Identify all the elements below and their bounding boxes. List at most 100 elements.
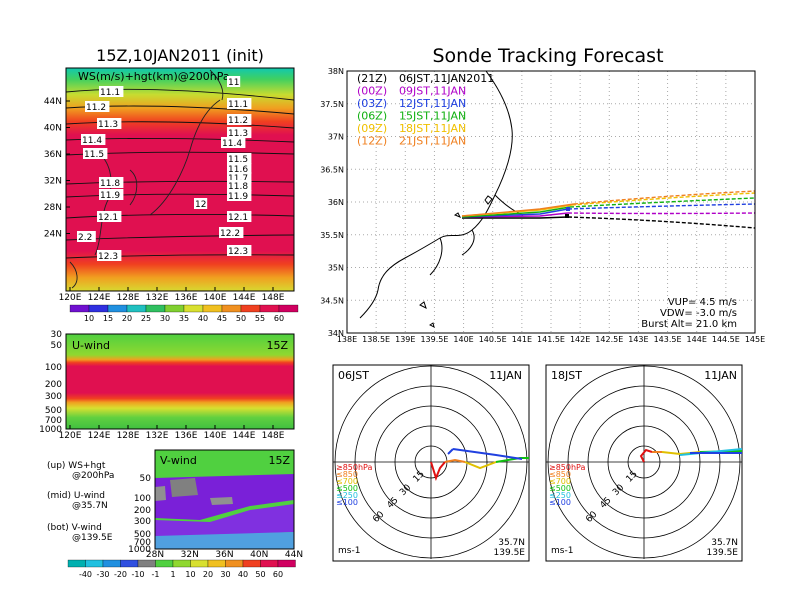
launch-time-legend: (21Z) 06JST,11JAN2011 (00Z) 09JST,11JAN (03Z… bbox=[357, 72, 494, 148]
launch-utc: (21Z) bbox=[357, 72, 387, 85]
ws-colorbar-label: 40 bbox=[198, 314, 208, 323]
mid-y-tick: 50 bbox=[51, 341, 63, 351]
contour-label: 11.8 bbox=[228, 182, 248, 192]
polar-right-unit: ms-1 bbox=[551, 546, 573, 556]
polar-legend-item: ≥850hPa bbox=[336, 463, 373, 472]
v-colorbar-label: 40 bbox=[238, 570, 248, 579]
ws-colorbar-label: 25 bbox=[141, 314, 151, 323]
contour-label: 11.4 bbox=[222, 139, 242, 149]
ws-colorbar-swatch bbox=[278, 304, 299, 313]
contour-label-box bbox=[99, 86, 124, 97]
contour-label-box bbox=[227, 211, 252, 222]
contour-label: 11.6 bbox=[228, 165, 248, 175]
u-wind-label: U-wind bbox=[72, 339, 110, 352]
panel-legend-line: (bot) V-wind bbox=[47, 523, 102, 533]
mid-x-ticks: 120E 124E 128E 132E 136E 140E 144E 148E bbox=[59, 425, 285, 441]
contour-label: 12.3 bbox=[228, 247, 248, 257]
contour-label: 11.2 bbox=[228, 116, 248, 126]
bot-x-ticks: 28N 32N 36N 40N 44N bbox=[146, 550, 303, 560]
v-colorbar-swatch bbox=[67, 559, 86, 568]
contour-label-group: 11.111.211.311.411.511.811.912.12.212.31… bbox=[77, 76, 252, 262]
ws-colorbar-swatch bbox=[240, 304, 261, 313]
contour-label-box bbox=[227, 180, 252, 191]
launch-utc: (03Z) bbox=[357, 97, 387, 110]
ws-colorbar-label: 15 bbox=[103, 314, 113, 323]
mid-x-tick: 128E bbox=[117, 431, 140, 441]
polar-legend-item: ≤700 bbox=[549, 477, 571, 486]
map-y-tick: 35N bbox=[328, 264, 344, 273]
launch-jst: 18JST,11JAN bbox=[399, 122, 466, 135]
v-colorbar-label: -40 bbox=[79, 570, 92, 579]
map-y-tick: 34N bbox=[328, 329, 344, 338]
mid-y-tick: 700 bbox=[45, 416, 62, 426]
v-colorbar-label: -30 bbox=[96, 570, 109, 579]
ws-hgt-label: WS(m/s)+hgt(km)@200hPa bbox=[78, 70, 230, 83]
bot-x-tick: 32N bbox=[181, 550, 199, 560]
ws-colorbar-label: 20 bbox=[122, 314, 132, 323]
polar-left-lon: 139.5E bbox=[494, 548, 526, 558]
panel-legend-line: (up) WS+hgt bbox=[47, 461, 106, 471]
polar-legend-item: ≤850 bbox=[336, 470, 358, 479]
bot-y-tick: 700 bbox=[134, 538, 151, 548]
map-y-tick: 34.5N bbox=[320, 296, 344, 305]
contour-label: 11 bbox=[228, 78, 239, 88]
v-colorbar-label: 1 bbox=[170, 570, 175, 579]
ws-colorbar-swatch bbox=[88, 304, 109, 313]
bot-y-tick: 200 bbox=[134, 506, 151, 516]
top-y-tick: 36N bbox=[44, 150, 62, 160]
bot-y-tick: 500 bbox=[134, 530, 151, 540]
v-colorbar-label: -1 bbox=[152, 570, 160, 579]
map-x-tick: 138.5E bbox=[362, 335, 390, 344]
v-colorbar-swatch bbox=[207, 559, 226, 568]
contour-label-box bbox=[227, 98, 252, 109]
mid-x-tick: 120E bbox=[59, 431, 82, 441]
contour-label: 12.1 bbox=[98, 213, 118, 223]
ws-colorbar-label: 35 bbox=[179, 314, 189, 323]
contour-label: 2.2 bbox=[78, 233, 92, 243]
v-colorbar-swatch bbox=[137, 559, 156, 568]
polar-left-unit: ms-1 bbox=[338, 546, 360, 556]
ws-colorbar-label: 10 bbox=[84, 314, 94, 323]
ws-colorbar: 10 15 20 25 30 35 40 45 50 55 60 bbox=[69, 304, 299, 323]
v-wind-time: 15Z bbox=[268, 454, 290, 467]
ws-colorbar-swatch bbox=[107, 304, 128, 313]
contour-label: 11.2 bbox=[86, 103, 106, 113]
top-x-tick: 140E bbox=[204, 293, 227, 303]
contour-label: 11.5 bbox=[228, 155, 248, 165]
panel-legend-line: @200hPa bbox=[72, 471, 114, 481]
map-x-tick: 143.5E bbox=[654, 335, 682, 344]
v-colorbar-label: 10 bbox=[185, 570, 195, 579]
right-title: Sonde Tracking Forecast bbox=[432, 45, 663, 67]
mid-y-tick: 200 bbox=[45, 380, 62, 390]
contour-label-box bbox=[194, 198, 208, 209]
polar-right-time: 18JST bbox=[551, 369, 582, 382]
panel-legend-line: @35.7N bbox=[72, 501, 108, 511]
top-y-tick: 44N bbox=[44, 97, 62, 107]
contour-label-box bbox=[219, 227, 244, 238]
bot-x-tick: 44N bbox=[285, 550, 303, 560]
contour-label-box bbox=[97, 118, 122, 129]
v-colorbar-swatch bbox=[120, 559, 139, 568]
launch-jst: 15JST,11JAN bbox=[399, 110, 466, 123]
polar-legend-item: ≤250 bbox=[549, 491, 571, 500]
contour-label: 11.5 bbox=[84, 150, 104, 160]
top-x-tick: 144E bbox=[233, 293, 256, 303]
trajectory-map: 38N 37.5N 37N 36.5N 36N 35.5N 35N 34.5N 34N 138E… bbox=[320, 67, 765, 344]
map-x-tick: 141.5E bbox=[537, 335, 565, 344]
left-title: 15Z,10JAN2011 (init) bbox=[96, 46, 264, 65]
polar-legend-item: ≤250 bbox=[336, 491, 358, 500]
map-x-tick: 141E bbox=[512, 335, 532, 344]
mid-x-tick: 136E bbox=[175, 431, 198, 441]
map-y-tick: 35.5N bbox=[320, 231, 344, 240]
contour-label: 11.4 bbox=[82, 136, 102, 146]
v-colorbar-swatch bbox=[190, 559, 209, 568]
top-x-tick: 132E bbox=[146, 293, 169, 303]
contour-label-box bbox=[83, 148, 108, 159]
mid-x-tick: 148E bbox=[262, 431, 285, 441]
